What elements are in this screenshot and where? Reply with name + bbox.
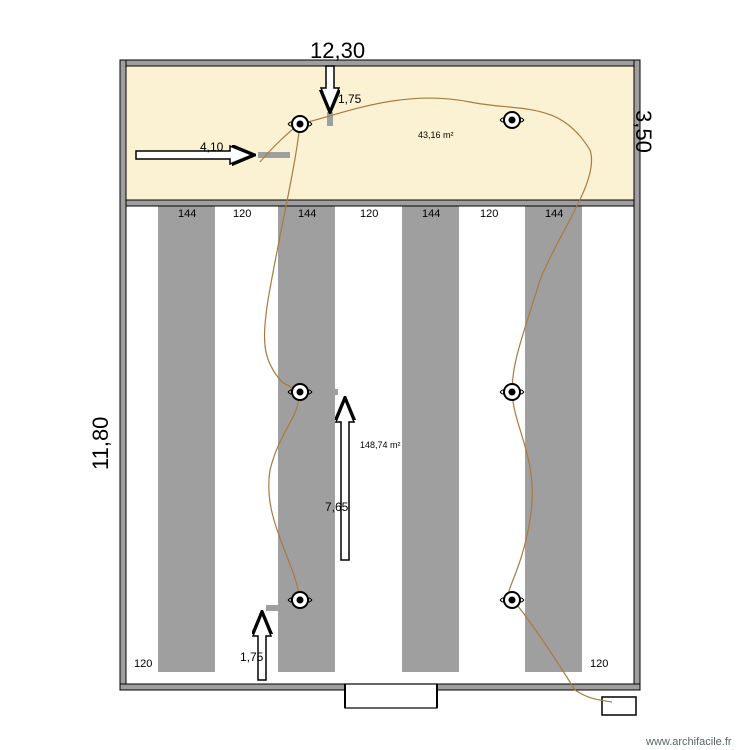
wall-right	[634, 60, 640, 690]
stripe-label-5: 120	[480, 208, 498, 220]
arrow-bottom-175-label: 1,75	[240, 650, 263, 664]
wall-bottom-left	[120, 684, 345, 690]
arrow-top-175-label: 1,75	[338, 92, 361, 106]
door-opening	[345, 684, 437, 708]
stripe-label-3: 120	[360, 208, 378, 220]
eye-4	[500, 384, 524, 400]
wall-bottom-right	[437, 684, 640, 690]
dim-right: 3,50	[630, 110, 656, 153]
stripe-label-6: 144	[545, 208, 563, 220]
stripe-2	[402, 204, 459, 672]
arrow-left-410-label: 4,10	[200, 140, 223, 154]
wall-top	[120, 60, 640, 66]
dim-top: 12,30	[310, 38, 365, 64]
arrow-bottom-175-head	[253, 614, 271, 680]
junction-box	[602, 697, 636, 715]
stripe-0	[158, 204, 215, 672]
area-label-1: 148,74 m²	[360, 440, 401, 450]
credit-link: www.archifacile.fr	[646, 736, 732, 748]
stripe-label-1: 120	[233, 208, 251, 220]
wall-divider	[126, 200, 634, 206]
stripe-label-4: 144	[422, 208, 440, 220]
area-label-0: 43,16 m²	[418, 130, 454, 140]
stripe-3	[525, 204, 582, 672]
wall-left	[120, 60, 126, 690]
stripe-label-2: 144	[298, 208, 316, 220]
room-top	[126, 66, 634, 200]
dim-left: 11,80	[88, 417, 114, 470]
stripe-label-0: 144	[178, 208, 196, 220]
bottom-label-0: 120	[134, 658, 152, 670]
bottom-label-1: 120	[590, 658, 608, 670]
arrow-center-765-head	[336, 400, 354, 560]
eye-6	[500, 592, 524, 608]
arrow-center-765-label: 7,65	[325, 500, 348, 514]
